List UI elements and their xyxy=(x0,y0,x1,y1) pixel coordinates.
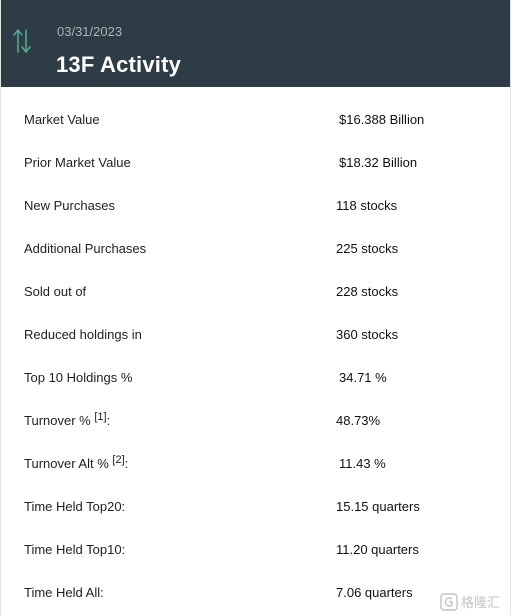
row-label: Market Value xyxy=(24,112,100,127)
row-label: Time Held Top10: xyxy=(24,542,126,557)
list-item: Additional Purchases 225 stocks xyxy=(1,228,510,271)
row-label: Turnover Alt % [2]: xyxy=(24,454,129,472)
row-value: 118 stocks xyxy=(336,198,398,213)
row-value: 11.20 quarters xyxy=(336,542,419,557)
row-value: 11.43 % xyxy=(339,456,386,471)
row-value: 15.15 quarters xyxy=(336,499,420,514)
list-item: New Purchases 118 stocks xyxy=(1,185,510,228)
row-label: Sold out of xyxy=(24,284,87,299)
row-value: 228 stocks xyxy=(336,284,399,299)
row-value: 48.73% xyxy=(336,413,381,428)
list-item: Turnover % [1]: 48.73% xyxy=(1,400,510,443)
row-value: 360 stocks xyxy=(336,327,399,342)
label-suffix: : xyxy=(106,413,111,428)
watermark: 格隆汇 xyxy=(440,592,500,611)
row-label: Turnover % [1]: xyxy=(24,411,111,429)
report-date: 03/31/2023 xyxy=(57,24,123,39)
list-item: Time Held Top20: 15.15 quarters xyxy=(1,486,510,529)
watermark-text: 格隆汇 xyxy=(460,596,500,611)
list-item: Reduced holdings in 360 stocks xyxy=(1,314,510,357)
page-title: 13F Activity xyxy=(56,52,182,77)
row-value: $18.32 Billion xyxy=(339,155,418,170)
row-value: $16.388 Billion xyxy=(339,112,425,127)
row-label: Top 10 Holdings % xyxy=(24,370,133,385)
row-label: Additional Purchases xyxy=(24,241,147,256)
list-item: Sold out of 228 stocks xyxy=(1,271,510,314)
label-suffix: : xyxy=(124,456,129,471)
row-label: Reduced holdings in xyxy=(24,327,142,342)
row-label: Prior Market Value xyxy=(24,155,131,170)
list-item: Time Held Top10: 11.20 quarters xyxy=(1,529,510,572)
list-item: Market Value $16.388 Billion xyxy=(1,99,510,142)
footnote-link-1[interactable]: [1] xyxy=(94,411,107,423)
row-label-text: Turnover Alt % xyxy=(24,456,109,471)
up-down-arrows-icon xyxy=(13,29,31,53)
list-item: Prior Market Value $18.32 Billion xyxy=(1,142,510,185)
row-label: New Purchases xyxy=(24,198,116,213)
activity-list: Market Value $16.388 Billion Prior Marke… xyxy=(1,99,510,615)
list-item: Time Held All: 7.06 quarters xyxy=(1,572,510,615)
list-item: Turnover Alt % [2]: 11.43 % xyxy=(1,443,510,486)
row-value: 34.71 % xyxy=(339,370,387,385)
list-item: Top 10 Holdings % 34.71 % xyxy=(1,357,510,400)
row-value: 7.06 quarters xyxy=(336,585,413,600)
row-value: 225 stocks xyxy=(336,241,399,256)
footnote-link-2[interactable]: [2] xyxy=(112,454,125,466)
row-label-text: Turnover % xyxy=(24,413,91,428)
g-logo-icon xyxy=(440,592,458,611)
card-header: 03/31/2023 13F Activity xyxy=(1,0,510,87)
row-label: Time Held Top20: xyxy=(24,499,126,514)
row-label: Time Held All: xyxy=(24,585,104,600)
